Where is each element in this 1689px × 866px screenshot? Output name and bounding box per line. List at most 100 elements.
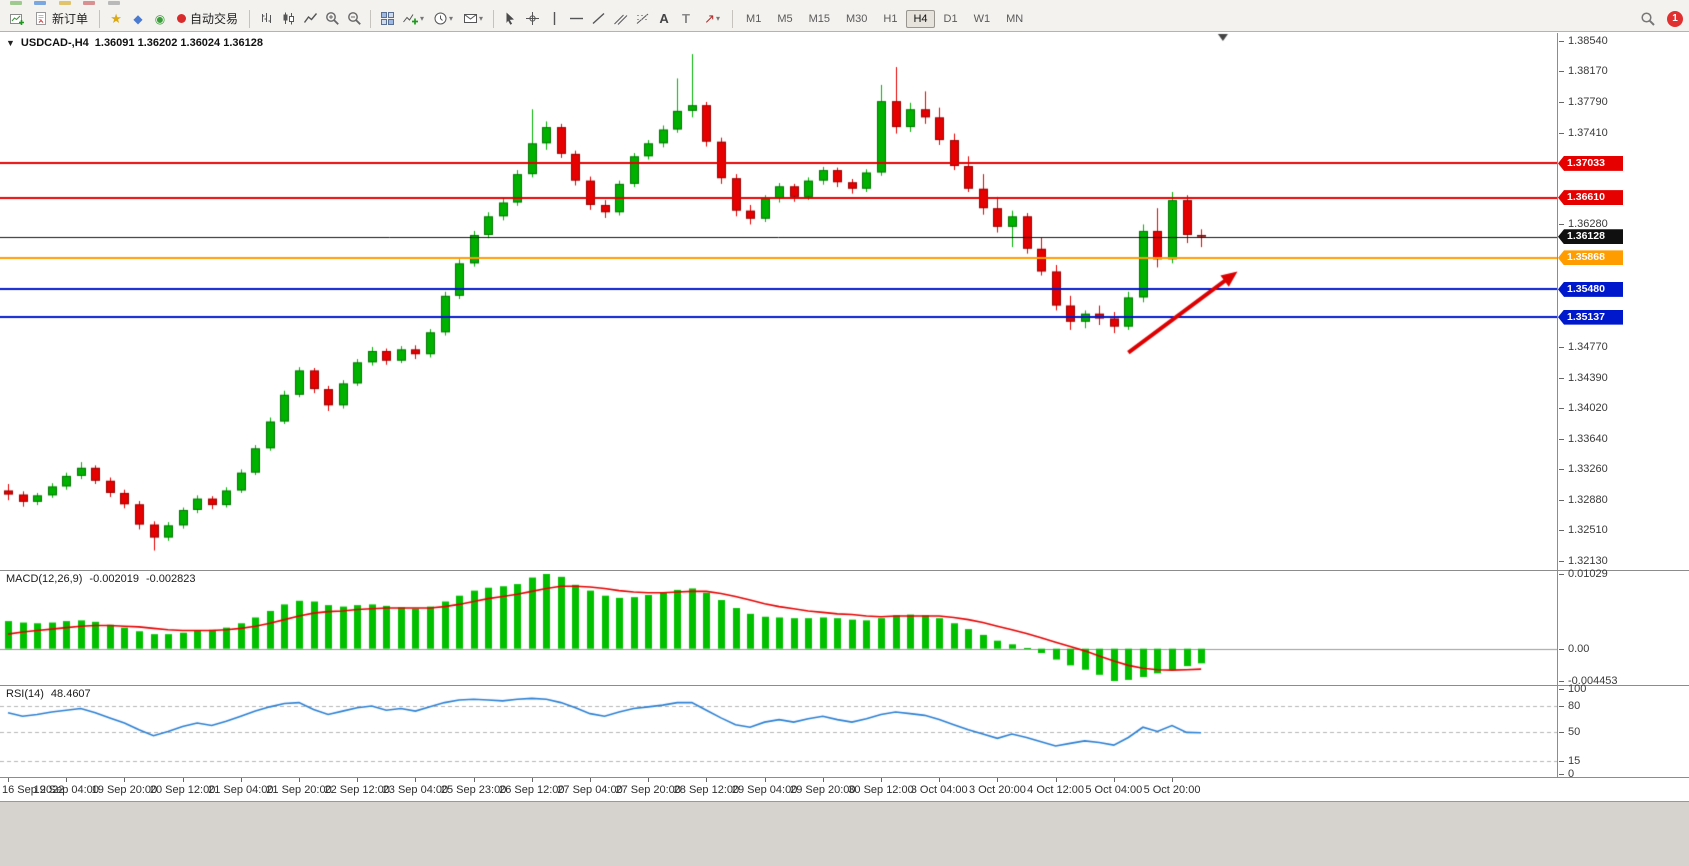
timeframe-M30[interactable]: M30 bbox=[846, 12, 868, 25]
symbol-period: USDCAD-,H4 bbox=[20, 37, 89, 49]
line-chart-icon[interactable] bbox=[299, 9, 321, 29]
trendline-icon[interactable] bbox=[587, 9, 609, 29]
chevron-down-icon: ▾ bbox=[715, 14, 720, 23]
timeframe-D1[interactable]: D1 bbox=[943, 12, 958, 25]
axis-tick bbox=[1559, 101, 1564, 103]
main-chart-canvas[interactable] bbox=[0, 33, 1557, 570]
bottom-area bbox=[0, 801, 1689, 866]
axis-tick bbox=[1559, 469, 1564, 471]
vertical-line-icon[interactable] bbox=[543, 9, 565, 29]
time-axis-label: 23 Sep 04:00 bbox=[382, 784, 449, 796]
price-tag-1.36610[interactable]: 1.36610 bbox=[1558, 190, 1623, 206]
time-tick bbox=[415, 778, 417, 782]
price-tag-1.37033[interactable]: 1.37033 bbox=[1558, 155, 1623, 171]
chevron-down-icon: ▾ bbox=[479, 14, 484, 23]
time-axis-label: 22 Sep 12:00 bbox=[324, 784, 390, 796]
zoom-in-icon[interactable] bbox=[321, 9, 343, 29]
toolbar-separator bbox=[732, 9, 734, 28]
candlestick-chart-icon[interactable] bbox=[277, 9, 299, 29]
toolbar-separator bbox=[493, 9, 495, 28]
axis-tick bbox=[1559, 761, 1564, 763]
toolbar: 新订单 ★ ◆ ◉ 自动交易 ▾ ▾ ▾ A T ↗ ▾ M1 M5 M15 M30 H1… bbox=[0, 6, 1689, 32]
axis-tick bbox=[1559, 377, 1564, 379]
alerts-icon[interactable]: ◉ bbox=[154, 11, 166, 26]
price-tag-1.36128[interactable]: 1.36128 bbox=[1558, 229, 1623, 245]
timeframe-M15[interactable]: M15 bbox=[808, 12, 830, 25]
timeframe-W1[interactable]: W1 bbox=[973, 12, 991, 25]
rsi-scale-label: 80 bbox=[1568, 700, 1581, 712]
pane-splitter-macd[interactable] bbox=[0, 570, 1689, 571]
time-tick bbox=[240, 778, 242, 782]
notification-badge[interactable]: 1 bbox=[1667, 10, 1683, 27]
price-axis-label: 1.32510 bbox=[1568, 524, 1608, 537]
text-label-icon[interactable]: T bbox=[682, 11, 690, 26]
timeframe-H1[interactable]: H1 bbox=[883, 12, 898, 25]
periods-icon[interactable]: ▾ bbox=[428, 9, 458, 29]
zoom-out-icon[interactable] bbox=[343, 9, 365, 29]
cursor-icon[interactable] bbox=[499, 9, 521, 29]
macd-scale-label: 0.00 bbox=[1568, 642, 1590, 655]
ohlc-values: 1.36091 1.36202 1.36024 1.36128 bbox=[94, 37, 263, 49]
channel-icon[interactable] bbox=[609, 9, 631, 29]
axis-tick bbox=[1559, 689, 1564, 690]
toolbar-separator bbox=[370, 9, 372, 28]
horizontal-line-icon[interactable] bbox=[565, 9, 587, 29]
text-icon[interactable]: A bbox=[659, 11, 669, 26]
price-tag-1.35137[interactable]: 1.35137 bbox=[1558, 309, 1623, 325]
clipped-icon bbox=[10, 1, 22, 5]
profiles-icon[interactable]: ◆ bbox=[133, 11, 143, 26]
time-axis-label: 21 Sep 20:00 bbox=[266, 784, 332, 796]
axis-tick bbox=[1559, 224, 1564, 226]
rsi-label: RSI(14) 48.4607 bbox=[6, 688, 91, 700]
main-chart-pane: ▼ USDCAD-,H4 1.36091 1.36202 1.36024 1.3… bbox=[0, 33, 1557, 570]
one-click-trading-toggle[interactable]: ▼ bbox=[6, 38, 15, 48]
time-axis[interactable]: 16 Sep 2022 19 Sep 04:00 19 Sep 20:00 20 Se… bbox=[0, 778, 1689, 801]
rsi-scale: 100 80 50 15 0 bbox=[1558, 683, 1689, 780]
time-tick bbox=[473, 778, 475, 782]
time-tick bbox=[648, 778, 650, 782]
favorites-icon[interactable]: ★ bbox=[110, 11, 122, 26]
timeframe-MN[interactable]: MN bbox=[1006, 12, 1024, 25]
autotrading-button[interactable]: 自动交易 bbox=[171, 9, 244, 28]
autotrading-status-icon bbox=[177, 14, 187, 23]
macd-pane: MACD(12,26,9) -0.002019 -0.002823 bbox=[0, 571, 1557, 685]
rsi-scale-label: 15 bbox=[1568, 755, 1581, 768]
bar-chart-icon[interactable] bbox=[255, 9, 277, 29]
price-tag-1.35480[interactable]: 1.35480 bbox=[1558, 281, 1623, 297]
time-axis-label: 28 Sep 12:00 bbox=[673, 784, 740, 796]
macd-value-signal: -0.002823 bbox=[145, 573, 196, 585]
time-tick bbox=[531, 778, 533, 782]
toolbar-separator bbox=[249, 9, 251, 28]
indicators-add-icon[interactable]: ▾ bbox=[398, 9, 428, 29]
clipped-icon bbox=[83, 1, 96, 5]
time-tick bbox=[881, 778, 882, 782]
price-tag-1.35868[interactable]: 1.35868 bbox=[1558, 250, 1623, 266]
time-tick bbox=[1172, 778, 1173, 782]
macd-canvas[interactable] bbox=[0, 571, 1557, 685]
new-order-button[interactable]: 新订单 bbox=[28, 9, 94, 28]
time-axis-label: 25 Sep 23:00 bbox=[440, 784, 507, 796]
arrows-icon[interactable]: ↗ ▾ bbox=[704, 11, 720, 26]
rsi-scale-label: 100 bbox=[1568, 683, 1587, 695]
rsi-canvas[interactable] bbox=[0, 686, 1557, 777]
rsi-name: RSI(14) bbox=[6, 688, 44, 700]
axis-tick bbox=[1559, 561, 1564, 563]
clipped-icon bbox=[58, 1, 71, 5]
tile-windows-icon[interactable] bbox=[376, 9, 398, 29]
pane-splitter-rsi[interactable] bbox=[0, 685, 1689, 686]
templates-icon[interactable]: ▾ bbox=[458, 9, 488, 29]
price-axis-label: 1.38170 bbox=[1568, 65, 1608, 78]
crosshair-icon[interactable] bbox=[521, 9, 543, 29]
timeframe-M5[interactable]: M5 bbox=[777, 12, 793, 25]
timeframe-M1[interactable]: M1 bbox=[746, 12, 762, 25]
time-tick bbox=[1055, 778, 1057, 782]
new-chart-icon[interactable] bbox=[6, 9, 28, 29]
time-axis-label: 5 Oct 20:00 bbox=[1143, 784, 1201, 796]
search-icon[interactable] bbox=[1637, 9, 1659, 29]
price-axis-label: 1.38540 bbox=[1568, 35, 1608, 48]
menubar-clipped bbox=[0, 0, 1689, 6]
fibonacci-icon[interactable] bbox=[631, 9, 653, 29]
price-axis[interactable]: 1.38540 1.38170 1.37790 1.37410 1.36280 1.347… bbox=[1558, 33, 1689, 570]
time-axis-label: 29 Sep 04:00 bbox=[731, 784, 798, 796]
timeframe-H4[interactable]: H4 bbox=[906, 9, 935, 28]
